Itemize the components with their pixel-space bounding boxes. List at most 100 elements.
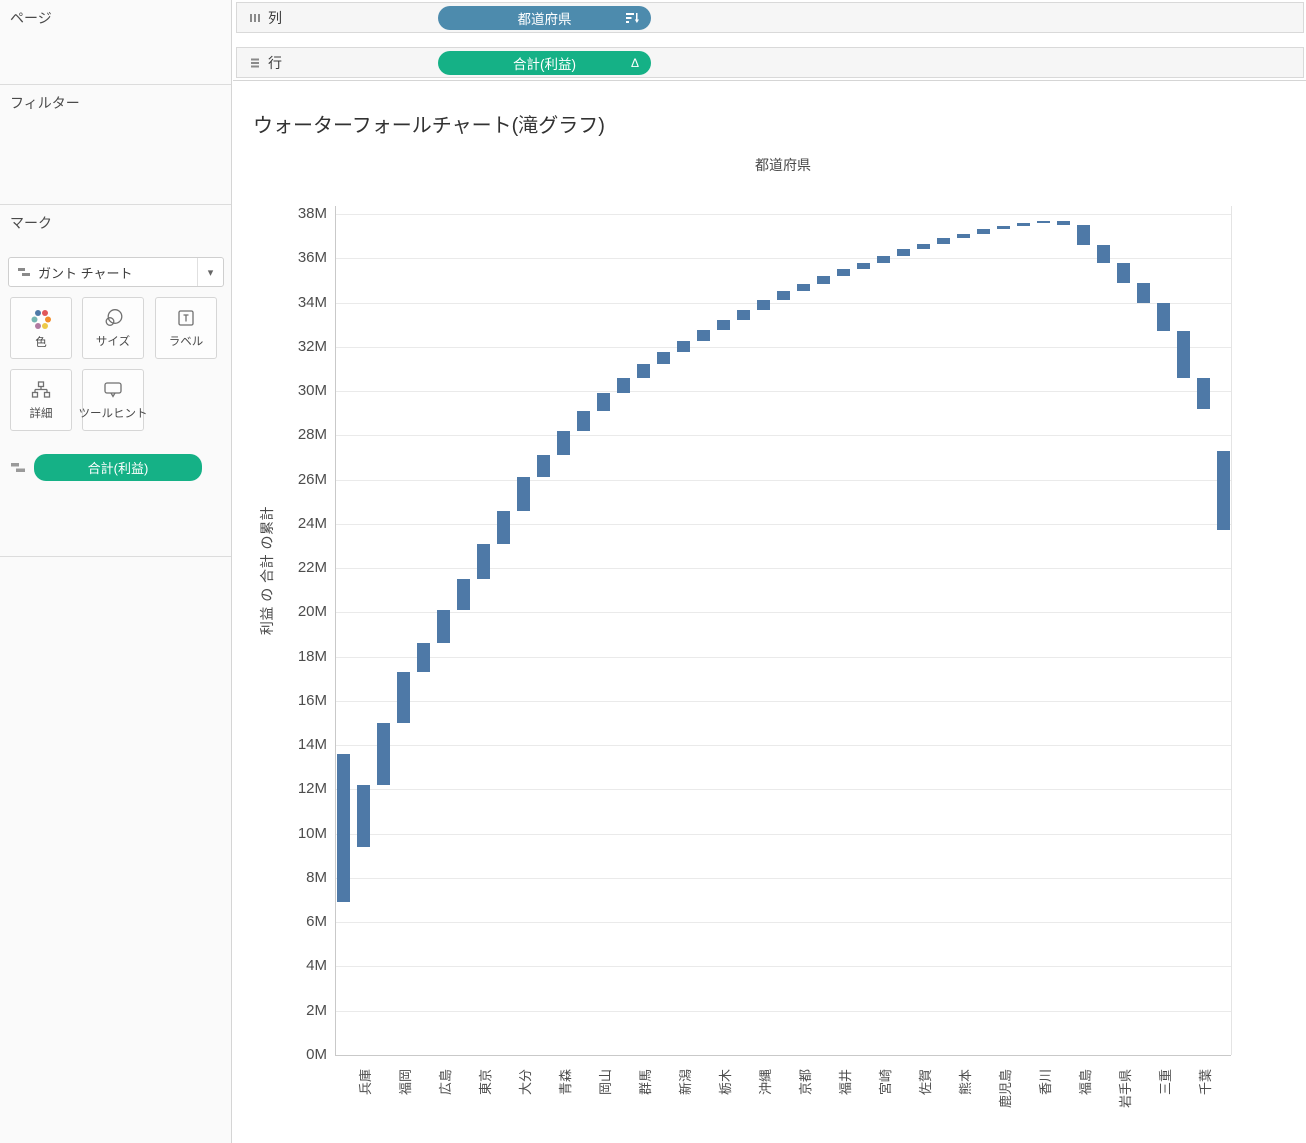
gantt-bar[interactable] [1176, 331, 1190, 378]
gantt-bar[interactable] [696, 330, 710, 342]
x-axis-label[interactable]: 大分 [518, 1069, 533, 1096]
gantt-bar[interactable] [396, 672, 410, 723]
gantt-bar[interactable] [936, 238, 950, 244]
x-axis-label[interactable]: 青森 [558, 1069, 573, 1096]
rows-pill[interactable]: 合計(利益) Δ [438, 51, 651, 75]
gantt-bar[interactable] [1136, 282, 1150, 303]
color-button[interactable]: 色 [10, 297, 72, 359]
x-axis-label[interactable]: 東京 [478, 1069, 493, 1096]
x-axis-label[interactable]: 香川 [1038, 1069, 1053, 1096]
y-tick-label: 0M [306, 1046, 327, 1063]
gantt-bar[interactable] [1096, 244, 1110, 263]
tooltip-button[interactable]: ツールヒント [79, 369, 148, 431]
y-gridline [335, 745, 1231, 747]
gantt-bar[interactable] [716, 320, 730, 331]
gantt-bar[interactable] [476, 543, 490, 580]
marks-field-pill[interactable]: 合計(利益) [34, 453, 202, 481]
gantt-bar[interactable] [416, 643, 430, 673]
gantt-bar[interactable] [756, 300, 770, 311]
x-axis-label[interactable]: 京都 [798, 1069, 813, 1096]
x-axis-label[interactable]: 宮崎 [878, 1069, 893, 1096]
y-gridline [335, 346, 1231, 348]
gantt-bar[interactable] [1016, 222, 1030, 227]
gantt-bar[interactable] [436, 610, 450, 644]
gantt-bar[interactable] [616, 377, 630, 394]
x-axis-label[interactable]: 福島 [1078, 1069, 1093, 1096]
gantt-bar[interactable] [1196, 377, 1210, 409]
gantt-bar[interactable] [656, 352, 670, 365]
gantt-bar[interactable] [596, 393, 610, 411]
gantt-bar[interactable] [356, 784, 370, 847]
gantt-bar[interactable] [896, 249, 910, 257]
x-axis-label[interactable]: 福岡 [398, 1069, 413, 1096]
gantt-bar[interactable] [516, 477, 530, 511]
x-axis-label[interactable]: 鹿児島 [998, 1069, 1013, 1109]
x-axis-label[interactable]: 熊本 [958, 1069, 973, 1096]
gantt-bar[interactable] [376, 723, 390, 785]
gantt-bar[interactable] [816, 275, 830, 284]
gantt-mark-icon [10, 461, 26, 474]
y-tick-label: 20M [297, 603, 327, 621]
x-axis-label[interactable]: 沖縄 [758, 1069, 773, 1096]
gantt-bar[interactable] [1156, 302, 1170, 332]
x-axis-label[interactable]: 広島 [438, 1069, 453, 1096]
gantt-bar[interactable] [1116, 262, 1130, 283]
gantt-bar[interactable] [576, 410, 590, 431]
columns-shelf[interactable]: 列 都道府県 [236, 2, 1304, 33]
sort-descending-icon[interactable] [626, 12, 639, 24]
gantt-bar[interactable] [956, 233, 970, 239]
gantt-bar[interactable] [456, 579, 470, 611]
x-axis-label[interactable]: 三重 [1158, 1069, 1173, 1096]
tooltip-icon [102, 379, 124, 401]
pages-shelf[interactable]: ページ [0, 0, 231, 85]
columns-pill[interactable]: 都道府県 [438, 6, 651, 30]
column-field-header[interactable]: 都道府県 [755, 157, 811, 173]
y-tick-label: 8M [306, 868, 327, 886]
gantt-bar[interactable] [1056, 220, 1070, 226]
y-tick-label: 16M [297, 691, 327, 709]
gantt-bar[interactable] [676, 341, 690, 353]
detail-button[interactable]: 詳細 [10, 369, 72, 431]
mark-type-dropdown[interactable]: ガント チャート ▾ [8, 257, 224, 287]
rows-pill-label: 合計(利益) [513, 57, 576, 72]
x-axis-label[interactable]: 福井 [838, 1069, 853, 1096]
y-gridline [335, 302, 1231, 304]
chevron-down-icon[interactable]: ▾ [197, 258, 223, 286]
gantt-bar[interactable] [856, 262, 870, 270]
x-axis-label[interactable]: 千葉 [1198, 1069, 1213, 1096]
y-tick-label: 32M [297, 337, 327, 355]
chart-canvas: 0M 2M 4M 6M 8M 10M 12M 14M 16M 18M 20M 22M 24M 26M 28M… [233, 81, 1306, 1143]
label-button[interactable]: ラベル [155, 297, 217, 359]
gantt-bar[interactable] [776, 291, 790, 301]
filters-shelf[interactable]: フィルター [0, 85, 231, 205]
x-axis-label[interactable]: 群馬 [638, 1069, 653, 1096]
x-axis-label[interactable]: 兵庫 [358, 1069, 373, 1096]
gantt-bar[interactable] [1076, 225, 1090, 245]
x-axis-label[interactable]: 岡山 [598, 1069, 613, 1096]
gantt-bar[interactable] [796, 283, 810, 292]
rows-shelf[interactable]: 行 合計(利益) Δ [236, 47, 1304, 78]
y-gridline [335, 656, 1231, 658]
gantt-bar[interactable] [1036, 220, 1050, 223]
gantt-bar[interactable] [636, 364, 650, 378]
gantt-bar[interactable] [916, 243, 930, 250]
gantt-bar[interactable] [876, 256, 890, 263]
y-tick-label: 22M [297, 559, 327, 577]
y-tick-label: 38M [297, 205, 327, 222]
size-button[interactable]: サイズ [82, 297, 144, 359]
gantt-bar[interactable] [836, 269, 850, 276]
y-tick-label: 34M [297, 293, 327, 311]
x-axis-label[interactable]: 佐賀 [918, 1069, 933, 1096]
gantt-bar[interactable] [996, 226, 1010, 230]
gantt-bar[interactable] [736, 310, 750, 321]
x-axis-label[interactable]: 新潟 [678, 1069, 693, 1096]
gantt-bar[interactable] [556, 430, 570, 456]
gantt-bar[interactable] [1216, 450, 1230, 531]
gantt-bar[interactable] [496, 510, 510, 544]
gantt-bar[interactable] [536, 455, 550, 478]
x-axis-label[interactable]: 岩手県 [1118, 1069, 1133, 1109]
y-axis-line [335, 206, 336, 1055]
gantt-bar[interactable] [336, 754, 350, 903]
gantt-bar[interactable] [976, 229, 990, 234]
x-axis-label[interactable]: 栃木 [718, 1069, 733, 1096]
